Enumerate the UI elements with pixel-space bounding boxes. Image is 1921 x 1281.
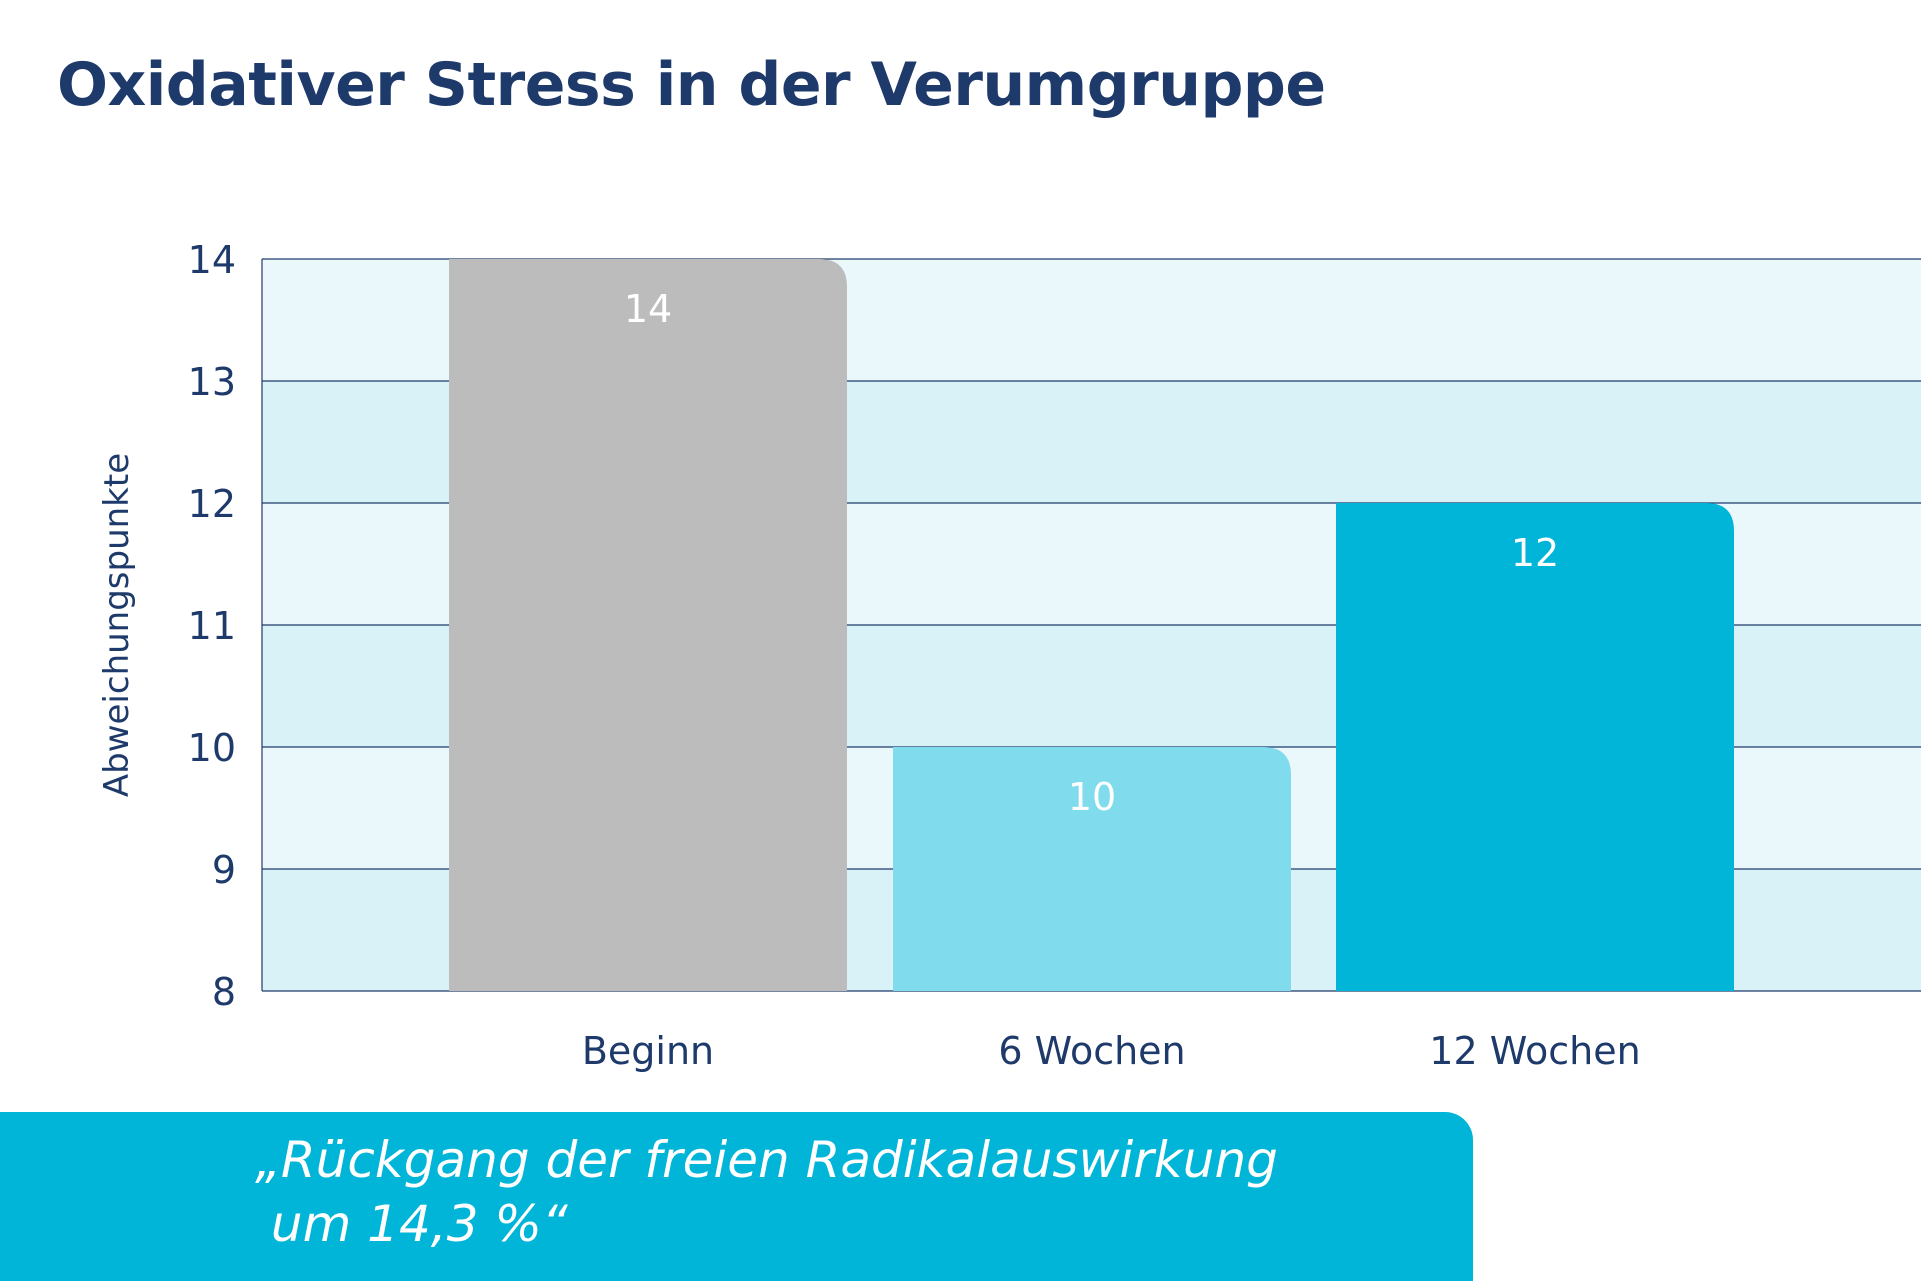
bar-value-label: 12 (1511, 531, 1559, 575)
bar-6-wochen (893, 747, 1291, 991)
y-tick-label: 12 (188, 482, 236, 526)
bar-value-label: 14 (624, 287, 672, 331)
y-tick-label: 11 (188, 604, 236, 648)
quote-text: „Rückgang der freien Radikalauswirkung u… (255, 1131, 1278, 1253)
bars (449, 259, 1734, 991)
chart-title: Oxidativer Stress in der Verumgruppe (57, 50, 1326, 120)
quote-banner: „Rückgang der freien Radikalauswirkung u… (0, 1112, 1473, 1281)
x-tick-label: Beginn (582, 1029, 714, 1073)
x-tick-label: 12 Wochen (1429, 1029, 1640, 1073)
bar-value-label: 10 (1068, 775, 1116, 819)
y-tick-label: 9 (212, 848, 236, 892)
bar-beginn (449, 259, 847, 991)
y-tick-label: 13 (188, 360, 236, 404)
y-tick-label: 10 (188, 726, 236, 770)
bar-12-wochen (1336, 503, 1734, 991)
y-tick-label: 8 (212, 970, 236, 1014)
bar-value-labels: 14 10 12 (624, 287, 1559, 819)
y-axis-tick-labels: 8 9 10 11 12 13 14 (188, 238, 236, 1014)
y-tick-label: 14 (188, 238, 236, 282)
y-axis-title: Abweichungspunkte (97, 453, 137, 797)
x-axis-tick-labels: Beginn 6 Wochen 12 Wochen (582, 1029, 1641, 1073)
x-tick-label: 6 Wochen (998, 1029, 1185, 1073)
